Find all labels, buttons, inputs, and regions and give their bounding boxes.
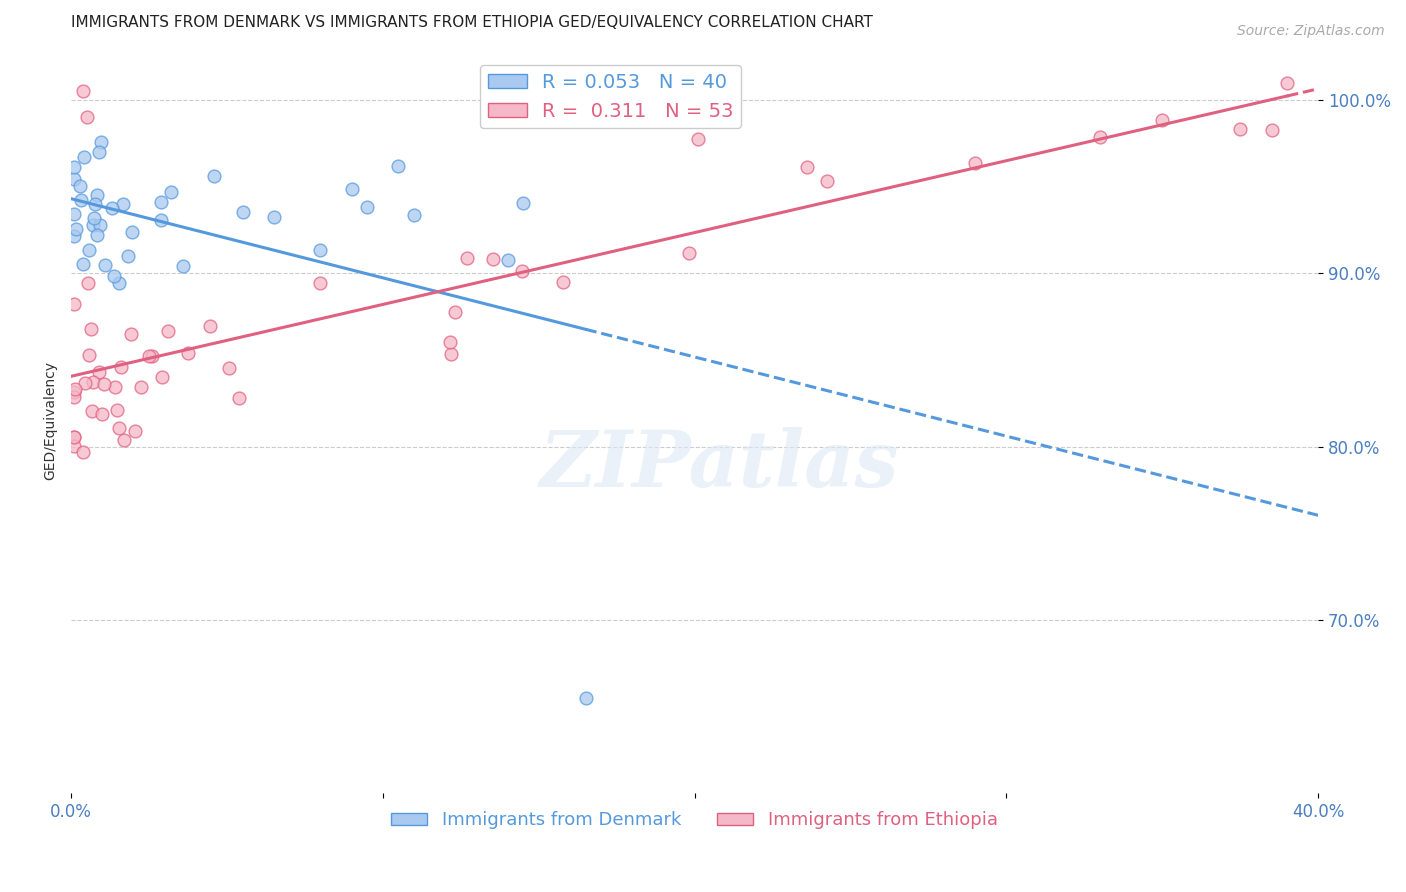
Point xyxy=(63,439,86,453)
Point xyxy=(89,218,111,232)
Point xyxy=(76,110,98,124)
Point xyxy=(439,334,461,349)
Point xyxy=(90,407,112,421)
Point xyxy=(103,268,125,283)
Point xyxy=(150,370,173,384)
Point xyxy=(110,360,132,375)
Point xyxy=(120,326,142,341)
Point xyxy=(496,252,519,267)
Point xyxy=(141,349,163,363)
Point xyxy=(129,380,152,394)
Point xyxy=(108,420,131,434)
Point xyxy=(678,246,700,260)
Point xyxy=(63,297,86,311)
Point xyxy=(340,182,363,196)
Point xyxy=(63,172,86,186)
Point xyxy=(107,402,129,417)
Point xyxy=(160,185,183,199)
Point xyxy=(1229,122,1251,136)
Point xyxy=(1260,123,1282,137)
Point xyxy=(149,213,172,227)
Point xyxy=(356,200,378,214)
Point xyxy=(117,249,139,263)
Point xyxy=(574,691,596,706)
Point xyxy=(108,276,131,290)
Point xyxy=(73,150,96,164)
Point xyxy=(72,445,94,459)
Point xyxy=(815,174,838,188)
Point xyxy=(218,361,240,376)
Y-axis label: GED/Equivalency: GED/Equivalency xyxy=(44,361,58,480)
Point xyxy=(69,194,91,208)
Point xyxy=(387,159,409,173)
Point xyxy=(402,207,425,221)
Point xyxy=(65,221,87,235)
Text: ZIPatlas: ZIPatlas xyxy=(540,427,900,504)
Point xyxy=(965,156,987,170)
Point xyxy=(87,145,110,160)
Point xyxy=(93,376,115,391)
Point xyxy=(796,160,818,174)
Point xyxy=(86,188,108,202)
Point xyxy=(231,205,253,219)
Point xyxy=(83,197,105,211)
Point xyxy=(456,252,478,266)
Point xyxy=(80,322,103,336)
Point xyxy=(63,430,86,444)
Point xyxy=(72,257,94,271)
Point xyxy=(1275,75,1298,89)
Point xyxy=(309,276,332,290)
Point xyxy=(111,196,134,211)
Point xyxy=(73,376,96,390)
Legend: Immigrants from Denmark, Immigrants from Ethiopia: Immigrants from Denmark, Immigrants from… xyxy=(384,804,1005,837)
Point xyxy=(553,275,575,289)
Point xyxy=(89,365,111,379)
Point xyxy=(86,227,108,242)
Point xyxy=(124,424,146,438)
Point xyxy=(76,277,98,291)
Point xyxy=(440,346,463,360)
Point xyxy=(263,210,285,224)
Point xyxy=(63,384,86,399)
Point xyxy=(309,244,332,258)
Point xyxy=(80,404,103,418)
Point xyxy=(443,305,465,319)
Point xyxy=(63,160,86,174)
Point xyxy=(63,207,86,221)
Point xyxy=(172,259,194,273)
Point xyxy=(228,391,250,405)
Point xyxy=(83,211,105,225)
Point xyxy=(138,349,160,363)
Point xyxy=(177,346,200,360)
Point xyxy=(63,390,86,404)
Point xyxy=(82,376,104,390)
Point xyxy=(1152,113,1174,128)
Point xyxy=(69,179,91,194)
Text: Source: ZipAtlas.com: Source: ZipAtlas.com xyxy=(1237,24,1385,38)
Point xyxy=(510,264,533,278)
Point xyxy=(149,194,172,209)
Point xyxy=(512,196,534,211)
Point xyxy=(101,201,124,215)
Point xyxy=(63,229,86,244)
Point xyxy=(686,132,709,146)
Text: IMMIGRANTS FROM DENMARK VS IMMIGRANTS FROM ETHIOPIA GED/EQUIVALENCY CORRELATION : IMMIGRANTS FROM DENMARK VS IMMIGRANTS FR… xyxy=(72,15,873,30)
Point xyxy=(200,318,222,333)
Point xyxy=(77,348,100,362)
Point xyxy=(77,243,100,257)
Point xyxy=(72,84,94,98)
Point xyxy=(104,379,127,393)
Point xyxy=(202,169,225,183)
Point xyxy=(156,324,179,338)
Point xyxy=(82,218,104,232)
Point xyxy=(121,225,143,239)
Point xyxy=(63,430,86,444)
Point xyxy=(90,135,112,149)
Point xyxy=(112,433,135,447)
Point xyxy=(94,258,117,272)
Point xyxy=(63,382,86,396)
Point xyxy=(1088,129,1111,144)
Point xyxy=(481,252,503,266)
